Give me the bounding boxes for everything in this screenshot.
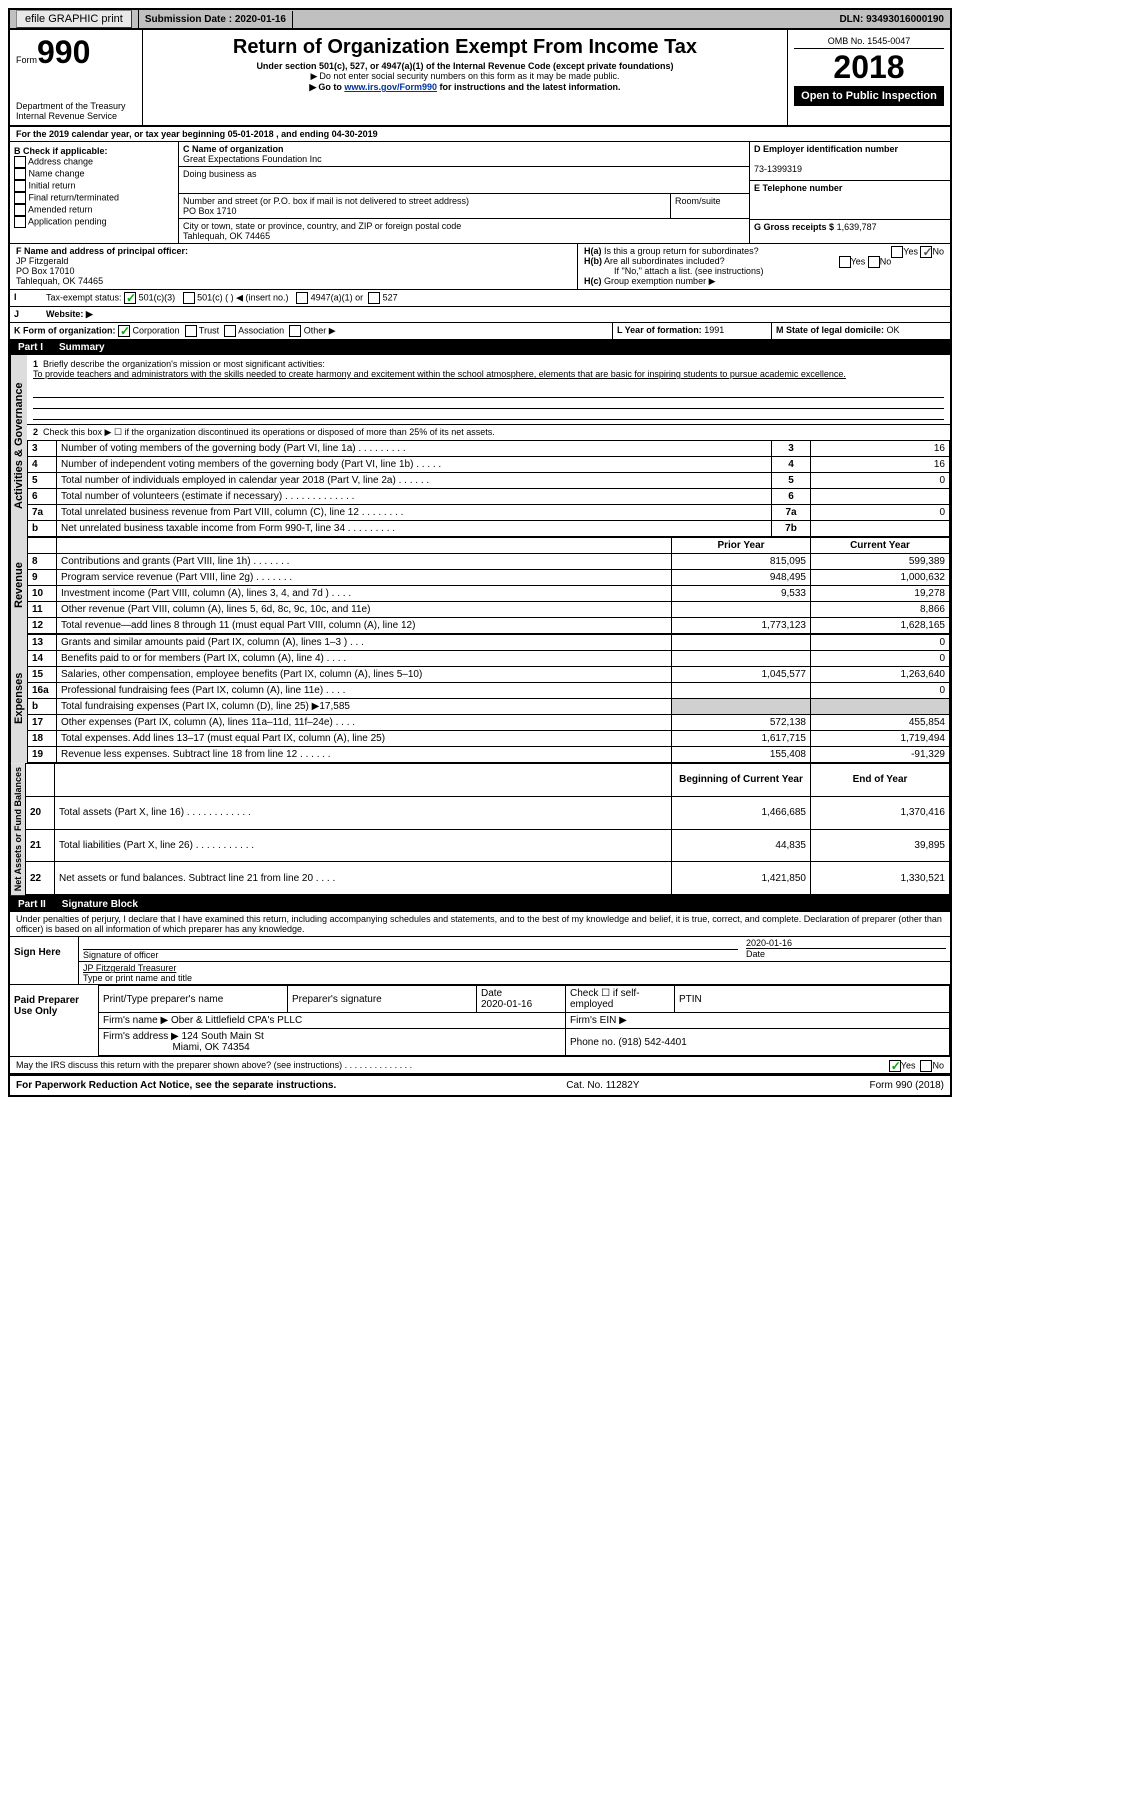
c-dba: Doing business as — [179, 167, 749, 194]
subtitle: Under section 501(c), 527, or 4947(a)(1)… — [256, 61, 673, 71]
e-phone: E Telephone number — [750, 181, 950, 220]
line-j: JWebsite: ▶ — [10, 307, 950, 323]
top-bar: efile GRAPHIC print Submission Date : 20… — [10, 10, 950, 30]
c-name: C Name of organizationGreat Expectations… — [179, 142, 749, 167]
g-gross: G Gross receipts $ 1,639,787 — [750, 220, 950, 234]
h-block: H(a) Is this a group return for subordin… — [578, 244, 950, 289]
col-c-wrap: C Name of organizationGreat Expectations… — [179, 142, 950, 243]
d-ein: D Employer identification number73-13993… — [750, 142, 950, 181]
header-right: OMB No. 1545-0047 2018 Open to Public In… — [788, 30, 950, 125]
part2-header: Part IISignature Block — [10, 897, 950, 912]
efile-label: efile GRAPHIC print — [10, 10, 139, 28]
part1-header: Part ISummary — [10, 340, 950, 355]
lines3-7: 3Number of voting members of the governi… — [27, 440, 950, 537]
declaration: Under penalties of perjury, I declare th… — [10, 912, 950, 936]
part1-netassets: Net Assets or Fund Balances Beginning of… — [10, 763, 950, 897]
part1-expenses: Expenses 13Grants and similar amounts pa… — [10, 634, 950, 763]
form990-link[interactable]: www.irs.gov/Form990 — [344, 82, 437, 92]
title: Return of Organization Exempt From Incom… — [233, 36, 697, 59]
line-a: For the 2019 calendar year, or tax year … — [10, 127, 950, 142]
section-f-h: F Name and address of principal officer:… — [10, 243, 950, 290]
revenue-table: Prior YearCurrent Year 8Contributions an… — [27, 537, 950, 634]
line-i: I Tax-exempt status: 501(c)(3) 501(c) ( … — [10, 290, 950, 307]
tax-year: 2018 — [794, 49, 944, 86]
part1-revenue: Revenue Prior YearCurrent Year 8Contribu… — [10, 537, 950, 634]
footer: For Paperwork Reduction Act Notice, see … — [10, 1075, 950, 1095]
efile-btn[interactable]: efile GRAPHIC print — [16, 10, 132, 28]
c-city: City or town, state or province, country… — [179, 219, 749, 243]
section-bcdefg: B Check if applicable: Address change Na… — [10, 142, 950, 243]
f-officer: F Name and address of principal officer:… — [10, 244, 578, 289]
net-table: Beginning of Current YearEnd of Year 20T… — [25, 763, 950, 895]
dln: DLN: 93493016000190 — [833, 11, 950, 28]
note-ssn: Do not enter social security numbers on … — [310, 71, 619, 82]
form-990-page: efile GRAPHIC print Submission Date : 20… — [8, 8, 952, 1097]
note-link: Go to www.irs.gov/Form990 for instructio… — [309, 82, 620, 93]
c-room: Room/suite — [671, 194, 749, 218]
paid-label: Paid Preparer Use Only — [10, 985, 98, 1056]
vtab-activities: Activities & Governance — [10, 355, 27, 537]
col-b: B Check if applicable: Address change Na… — [10, 142, 179, 243]
open-inspection: Open to Public Inspection — [794, 86, 944, 106]
part1-activities: Activities & Governance 1 Briefly descri… — [10, 355, 950, 537]
vtab-net: Net Assets or Fund Balances — [10, 763, 25, 895]
header-title: Return of Organization Exempt From Incom… — [143, 30, 788, 125]
sign-here: Sign Here Signature of officer 2020-01-1… — [10, 936, 950, 985]
paid-preparer: Paid Preparer Use Only Print/Type prepar… — [10, 985, 950, 1057]
form-number-block: Form990 Department of the TreasuryIntern… — [10, 30, 143, 125]
sign-here-label: Sign Here — [10, 937, 78, 984]
header: Form990 Department of the TreasuryIntern… — [10, 30, 950, 127]
may-discuss: May the IRS discuss this return with the… — [10, 1057, 950, 1075]
line2: 2 Check this box ▶ ☐ if the organization… — [27, 425, 950, 440]
vtab-expenses: Expenses — [10, 634, 27, 763]
line1: 1 Briefly describe the organization's mi… — [27, 355, 950, 425]
expenses-table: 13Grants and similar amounts paid (Part … — [27, 634, 950, 763]
c-street: Number and street (or P.O. box if mail i… — [179, 194, 671, 218]
submission-date: Submission Date : 2020-01-16 — [139, 11, 293, 28]
line-k-l-m: K Form of organization: Corporation Trus… — [10, 323, 950, 340]
omb: OMB No. 1545-0047 — [794, 34, 944, 49]
dept: Department of the TreasuryInternal Reven… — [16, 101, 136, 121]
vtab-revenue: Revenue — [10, 537, 27, 634]
